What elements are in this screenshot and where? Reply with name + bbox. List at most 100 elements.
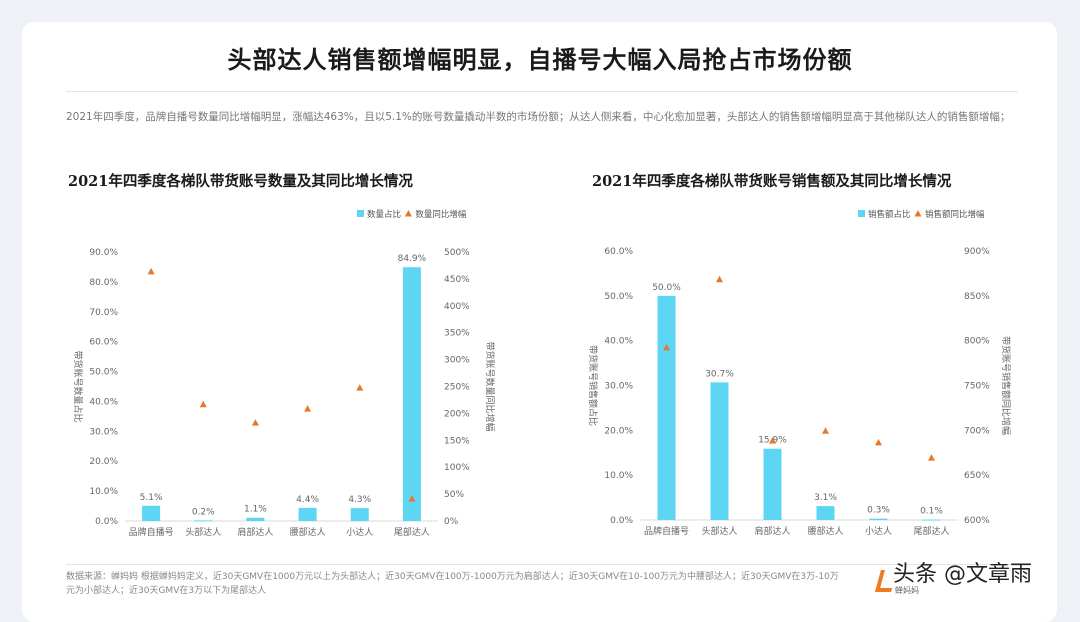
chart2-triangle-point [928, 454, 935, 461]
chart1-bar-label: 4.3% [348, 495, 371, 505]
chart1-y-tick-left: 30.0% [89, 427, 118, 437]
chart2-legend-bar-swatch [858, 210, 865, 217]
chart2-triangle-point [875, 438, 882, 446]
chart2-y-tick-left: 50.0% [604, 292, 633, 302]
chart2-y-tick-left: 60.0% [604, 247, 633, 257]
chart2-x-tick: 头部达人 [701, 525, 737, 537]
chart1-y-tick-left: 90.0% [89, 248, 118, 258]
chart2-y-tick-right: 850% [964, 292, 990, 302]
chart2-x-tick: 品牌自播号 [644, 525, 689, 537]
chart2-y-tick-right: 650% [964, 471, 990, 481]
chart2-bar [922, 519, 941, 521]
charts-canvas: 0.0% 10.0% 20.0% 30.0% 40.0% 50.0% 60.0% 70.0% 8… [72, 209, 1012, 538]
chart1-y-tick-right: 500% [444, 248, 470, 258]
chart2-title: 2021年四季度各梯队带货账号销售额及其同比增长情况 [592, 173, 952, 190]
chart2-triangle-point [716, 275, 723, 283]
chart2-bar-label: 3.1% [814, 493, 837, 503]
watermark: 头条 @文章雨 [893, 562, 1032, 587]
watermark-sub: 蝉妈妈 [895, 586, 919, 595]
chart1-y-tick-right: 350% [444, 329, 470, 339]
title-divider [66, 91, 1018, 92]
chart2-legend-triangle-icon [914, 210, 922, 217]
chart1-triangle-point [304, 405, 312, 412]
chart2-y-tick-left: 0.0% [610, 516, 633, 526]
content-card [22, 22, 1057, 622]
chart1-bar [142, 505, 161, 521]
chart1-y-tick-left: 20.0% [89, 457, 118, 467]
chart1-y-label-right: 带货账号数量同比增幅 [484, 341, 496, 431]
chart1-y-tick-left: 70.0% [89, 308, 118, 318]
chart1-y-tick-left: 10.0% [89, 487, 118, 497]
chart1-y-tick-right: 150% [444, 436, 470, 446]
chart2-bar [710, 382, 729, 520]
chart1-x-tick: 头部达人 [185, 526, 221, 538]
chart1-y-tick-right: 100% [444, 463, 470, 473]
chart1-bar [402, 267, 421, 521]
chart1-legend-triangle-icon [404, 210, 412, 217]
chart1-bar-label: 0.2% [192, 507, 215, 517]
chart1-bar [350, 508, 369, 521]
chart2-x-tick: 小达人 [865, 525, 892, 537]
chart1-triangle-point [147, 267, 155, 275]
chart2-bar-label: 50.0% [652, 283, 681, 293]
summary-text: 2021年四季度，品牌自播号数量同比增幅明显，涨幅达463%，且以5.1%的账号… [66, 111, 1011, 123]
footer-source: 数据来源：蝉妈妈 根据蝉妈妈定义，近30天GMV在1000万元以上为头部达人；近… [66, 572, 839, 596]
chart1-bar-label: 5.1% [140, 493, 163, 503]
chart1-legend-bar-swatch [357, 210, 364, 217]
chart1-y-tick-left: 40.0% [89, 397, 118, 407]
chart2-bar [657, 295, 676, 520]
chart2-y-label-left: 带货账号销售额占比 [587, 345, 599, 426]
chart1-bar [194, 520, 213, 522]
chart2-y-tick-left: 30.0% [604, 382, 633, 392]
chart2-x-tick: 腰部达人 [807, 525, 843, 537]
chart1-y-tick-right: 250% [444, 383, 470, 393]
chart2-legend-bar-label: 销售额占比 [868, 209, 911, 220]
chart2-y-label-right: 带货账号销售额同比增幅 [1000, 336, 1012, 435]
chart2-triangle-point [663, 343, 670, 351]
chart2-bar-label: 30.7% [705, 369, 734, 379]
chart1-triangle-point [356, 384, 364, 391]
chart2-x-tick: 肩部达人 [754, 525, 790, 537]
chart1-y-tick-left: 80.0% [89, 278, 118, 288]
chart1-x-tick: 尾部达人 [394, 526, 430, 538]
chart1-bar-label: 1.1% [244, 505, 267, 515]
chart1-y-label-left: 带货账号数量占比 [72, 350, 84, 422]
chart1-x-tick: 品牌自播号 [129, 526, 174, 538]
chart1-x-tick: 腰部达人 [290, 526, 326, 538]
chart1-triangle-point [199, 400, 207, 408]
chart2-x-tick: 尾部达人 [913, 525, 949, 537]
chart2-bar-label: 0.3% [867, 506, 890, 516]
chart1-x-tick: 小达人 [346, 526, 373, 538]
chart2-y-tick-left: 40.0% [604, 337, 633, 347]
chart1-bar [298, 507, 317, 521]
chart2-y-tick-right: 700% [964, 426, 990, 436]
chart1-title: 2021年四季度各梯队带货账号数量及其同比增长情况 [68, 173, 413, 190]
chart1-y-tick-right: 450% [444, 275, 470, 285]
chart2-y-tick-right: 800% [964, 337, 990, 347]
chart2-legend-scatter-label: 销售额同比增幅 [925, 209, 985, 220]
chart1-x-tick: 肩部达人 [237, 526, 273, 538]
chart2-y-tick-left: 20.0% [604, 426, 633, 436]
chart2-bar [869, 518, 888, 520]
chart2-triangle-point [769, 437, 776, 444]
page-title: 头部达人销售额增幅明显，自播号大幅入局抢占市场份额 [227, 45, 853, 74]
chart1-y-tick-right: 50% [444, 490, 464, 500]
chart1-y-tick-left: 50.0% [89, 368, 118, 378]
chart2-bar [763, 448, 782, 520]
footer-divider [66, 564, 1018, 565]
chart1-triangle-point [251, 419, 259, 426]
chart1-bar-label: 84.9% [398, 254, 427, 264]
chart2-bar [816, 506, 835, 520]
chart1-y-tick-left: 60.0% [89, 338, 118, 348]
chart1-y-tick-right: 0% [444, 517, 459, 527]
chart2-y-tick-right: 750% [964, 382, 990, 392]
chart1-y-tick-right: 300% [444, 356, 470, 366]
chart1-bar-label: 4.4% [296, 495, 319, 505]
chart1-bar [246, 517, 265, 521]
chart2-y-tick-left: 10.0% [604, 471, 633, 481]
chart2-y-tick-right: 600% [964, 516, 990, 526]
chart2-triangle-point [822, 427, 829, 434]
chart1-triangle-point [408, 494, 416, 502]
chart2-bar-label: 0.1% [920, 507, 943, 517]
chart1-y-tick-left: 0.0% [95, 517, 118, 527]
